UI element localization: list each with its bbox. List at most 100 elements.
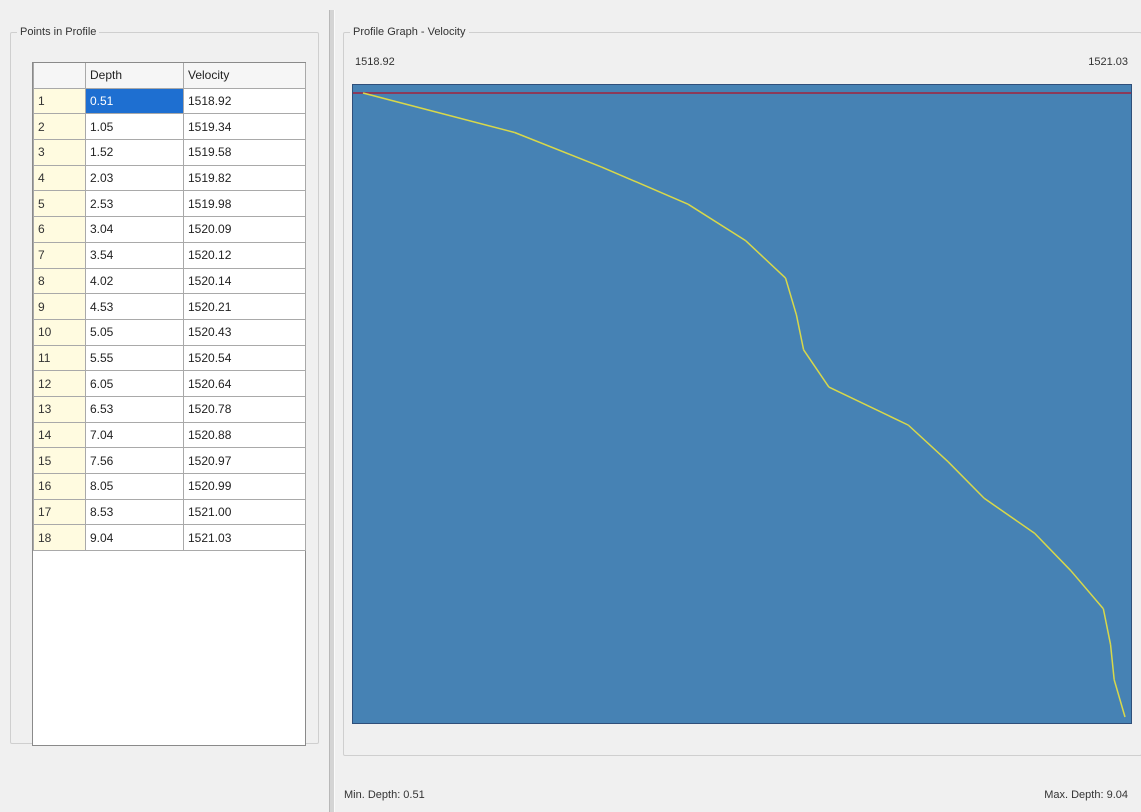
depth-cell[interactable]: 4.02	[85, 267, 184, 295]
table-row[interactable]: 2 1.05 1519.34	[33, 113, 306, 141]
table-row[interactable]: 1 0.51 1518.92	[33, 87, 306, 115]
row-number-cell[interactable]: 11	[33, 344, 86, 372]
depth-cell[interactable]: 2.03	[85, 164, 184, 192]
profile-segment	[1109, 644, 1115, 680]
row-number-cell[interactable]: 4	[33, 164, 86, 192]
row-number-cell[interactable]: 6	[33, 216, 86, 243]
table-row[interactable]: 5 2.53 1519.98	[33, 190, 306, 218]
depth-cell[interactable]: 2.53	[85, 190, 184, 218]
profile-segment	[687, 203, 747, 242]
row-number-cell[interactable]: 16	[33, 473, 86, 500]
row-number-cell[interactable]: 12	[33, 370, 86, 397]
velocity-cell[interactable]: 1520.99	[183, 473, 306, 500]
table-row[interactable]: 12 6.05 1520.64	[33, 370, 306, 397]
table-row[interactable]: 11 5.55 1520.54	[33, 344, 306, 372]
profile-segment	[983, 497, 1036, 535]
velocity-cell[interactable]: 1519.82	[183, 164, 306, 192]
profile-segment	[514, 131, 602, 168]
row-number-cell[interactable]: 14	[33, 421, 86, 449]
profile-segment	[802, 349, 830, 388]
panel-splitter[interactable]	[329, 10, 335, 812]
depth-cell[interactable]: 3.04	[85, 216, 184, 243]
velocity-cell[interactable]: 1520.88	[183, 421, 306, 449]
velocity-cell[interactable]: 1520.54	[183, 344, 306, 372]
velocity-cell[interactable]: 1520.14	[183, 267, 306, 295]
profile-segment	[828, 386, 909, 426]
velocity-cell[interactable]: 1518.92	[183, 87, 306, 115]
velocity-cell[interactable]: 1520.43	[183, 318, 306, 346]
row-number-cell[interactable]: 2	[33, 113, 86, 141]
row-number-cell[interactable]: 10	[33, 318, 86, 346]
table-row[interactable]: 16 8.05 1520.99	[33, 473, 306, 500]
depth-cell[interactable]: 0.51	[85, 87, 184, 115]
depth-cell[interactable]: 1.52	[85, 139, 184, 166]
table-row[interactable]: 13 6.53 1520.78	[33, 395, 306, 423]
row-number-cell[interactable]: 1	[33, 87, 86, 115]
row-number-cell[interactable]: 17	[33, 498, 86, 526]
column-header-velocity[interactable]: Velocity	[183, 63, 306, 89]
min-depth-label: Min. Depth: 0.51	[344, 789, 425, 801]
table-row[interactable]: 7 3.54 1520.12	[33, 241, 306, 269]
depth-cell[interactable]: 5.55	[85, 344, 184, 372]
row-number-cell[interactable]: 13	[33, 395, 86, 423]
profile-graph-title: Profile Graph - Velocity	[350, 25, 469, 39]
depth-cell[interactable]: 8.53	[85, 498, 184, 526]
profile-graph-group: Profile Graph - Velocity	[343, 25, 1141, 756]
depth-cell[interactable]: 4.53	[85, 293, 184, 320]
plot-background	[353, 85, 1131, 723]
velocity-cell[interactable]: 1520.21	[183, 293, 306, 320]
table-row[interactable]: 9 4.53 1520.21	[33, 293, 306, 320]
row-number-cell[interactable]: 18	[33, 524, 86, 552]
depth-cell[interactable]: 3.54	[85, 241, 184, 269]
velocity-cell[interactable]: 1520.78	[183, 395, 306, 423]
table-row[interactable]: 3 1.52 1519.58	[33, 139, 306, 166]
points-table[interactable]: Depth Velocity 1 0.51 1518.92 2 1.05 1519.34 3…	[33, 63, 306, 552]
row-number-cell[interactable]: 9	[33, 293, 86, 320]
profile-segment	[601, 166, 689, 205]
depth-cell[interactable]: 8.05	[85, 473, 184, 500]
profile-segment	[745, 240, 787, 279]
table-row[interactable]: 15 7.56 1520.97	[33, 447, 306, 474]
velocity-profile-plot	[352, 84, 1132, 724]
velocity-cell[interactable]: 1519.98	[183, 190, 306, 218]
depth-cell[interactable]: 6.53	[85, 395, 184, 423]
table-row[interactable]: 8 4.02 1520.14	[33, 267, 306, 295]
points-in-profile-title: Points in Profile	[17, 25, 100, 39]
velocity-cell[interactable]: 1521.03	[183, 524, 306, 552]
table-row[interactable]: 10 5.05 1520.43	[33, 318, 306, 346]
velocity-cell[interactable]: 1520.64	[183, 370, 306, 397]
velocity-cell[interactable]: 1520.97	[183, 447, 306, 474]
profile-segment	[1102, 608, 1112, 645]
depth-cell[interactable]: 7.04	[85, 421, 184, 449]
row-number-cell[interactable]: 5	[33, 190, 86, 218]
table-row[interactable]: 18 9.04 1521.03	[33, 524, 306, 552]
profile-segment	[1034, 532, 1072, 572]
velocity-max-label: 1521.03	[1088, 56, 1128, 68]
velocity-cell[interactable]: 1520.09	[183, 216, 306, 243]
row-number-cell[interactable]: 7	[33, 241, 86, 269]
velocity-cell[interactable]: 1521.00	[183, 498, 306, 526]
table-row[interactable]: 14 7.04 1520.88	[33, 421, 306, 449]
depth-cell[interactable]: 5.05	[85, 318, 184, 346]
velocity-min-label: 1518.92	[355, 56, 395, 68]
profile-segment	[784, 277, 798, 315]
max-depth-label: Max. Depth: 9.04	[1044, 789, 1128, 801]
table-row[interactable]: 6 3.04 1520.09	[33, 216, 306, 243]
table-row[interactable]: 17 8.53 1521.00	[33, 498, 306, 526]
row-number-cell[interactable]: 8	[33, 267, 86, 295]
depth-cell[interactable]: 6.05	[85, 370, 184, 397]
row-number-cell[interactable]: 15	[33, 447, 86, 474]
depth-cell[interactable]: 9.04	[85, 524, 184, 552]
velocity-cell[interactable]: 1519.34	[183, 113, 306, 141]
row-number-cell[interactable]: 3	[33, 139, 86, 166]
velocity-cell[interactable]: 1519.58	[183, 139, 306, 166]
points-grid[interactable]: Depth Velocity 1 0.51 1518.92 2 1.05 1519.34 3…	[32, 62, 306, 746]
velocity-cell[interactable]: 1520.12	[183, 241, 306, 269]
row-header-corner[interactable]	[33, 63, 86, 89]
table-row[interactable]: 4 2.03 1519.82	[33, 164, 306, 192]
depth-cell[interactable]: 7.56	[85, 447, 184, 474]
depth-cell[interactable]: 1.05	[85, 113, 184, 141]
column-header-depth[interactable]: Depth	[85, 63, 184, 89]
profile-segment	[362, 92, 515, 134]
profile-segment	[1070, 570, 1104, 610]
